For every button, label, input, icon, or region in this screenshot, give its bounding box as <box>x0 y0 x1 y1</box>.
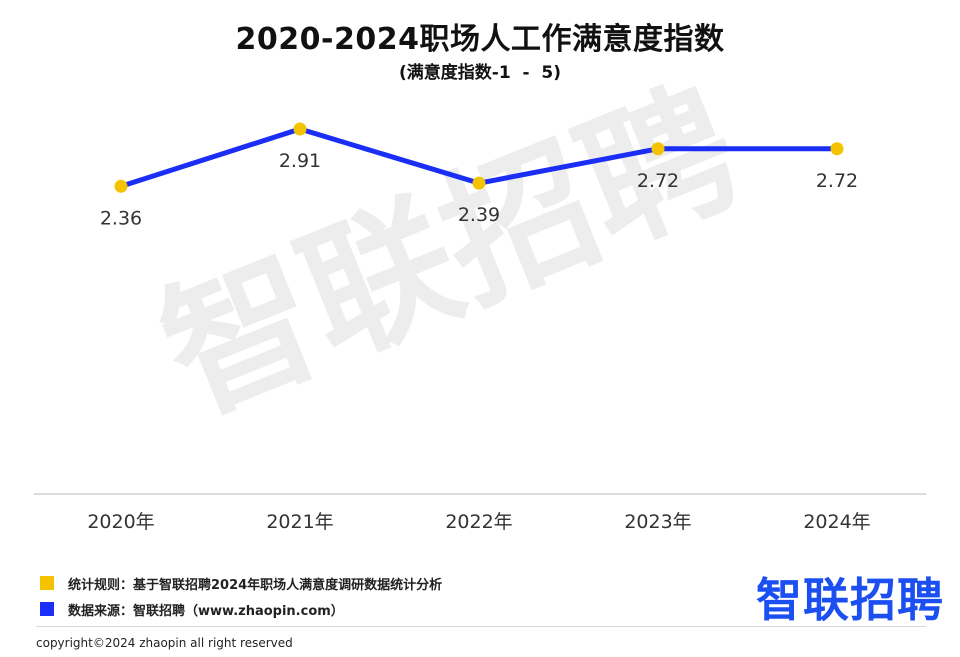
data-point <box>293 122 307 136</box>
footnote-rule-text: 统计规则：基于智联招聘2024年职场人满意度调研数据统计分析 <box>68 577 443 593</box>
watermark-text: 智联招聘 <box>140 60 762 446</box>
blue-square-icon <box>40 602 54 616</box>
line-chart: 智联招聘 2.36 2020年 2.91 2021年 2.39 2022年 2.72 2023… <box>34 60 926 533</box>
x-tick-label: 2024年 <box>803 511 870 533</box>
x-tick-label: 2022年 <box>445 511 512 533</box>
data-label: 2.91 <box>279 150 321 172</box>
copyright-text: copyright©2024 zhaopin all right reserve… <box>36 636 293 650</box>
zhaopin-logo: 智联招聘 <box>756 573 944 627</box>
footnote-rule: 统计规则：基于智联招聘2024年职场人满意度调研数据统计分析 <box>40 572 442 594</box>
chart-title: 2020-2024职场人工作满意度指数 <box>235 22 725 57</box>
data-point <box>472 176 486 190</box>
yellow-square-icon <box>40 576 54 590</box>
data-label: 2.36 <box>100 207 142 229</box>
data-point <box>114 179 128 193</box>
x-tick-label: 2021年 <box>266 511 333 533</box>
data-label: 2.72 <box>637 170 679 192</box>
data-label: 2.72 <box>816 170 858 192</box>
footer-divider <box>36 626 926 627</box>
x-tick-label: 2023年 <box>624 511 691 533</box>
footnote-source: 数据来源：智联招聘（www.zhaopin.com） <box>40 598 442 620</box>
data-label: 2.39 <box>458 204 500 226</box>
data-point <box>651 142 665 156</box>
x-tick-label: 2020年 <box>87 511 154 533</box>
footnotes: 统计规则：基于智联招聘2024年职场人满意度调研数据统计分析 数据来源：智联招聘… <box>40 572 442 624</box>
data-point <box>830 142 844 156</box>
footnote-source-text: 数据来源：智联招聘（www.zhaopin.com） <box>68 603 344 619</box>
chart-subtitle: (满意度指数-1 - 5) <box>399 63 561 83</box>
